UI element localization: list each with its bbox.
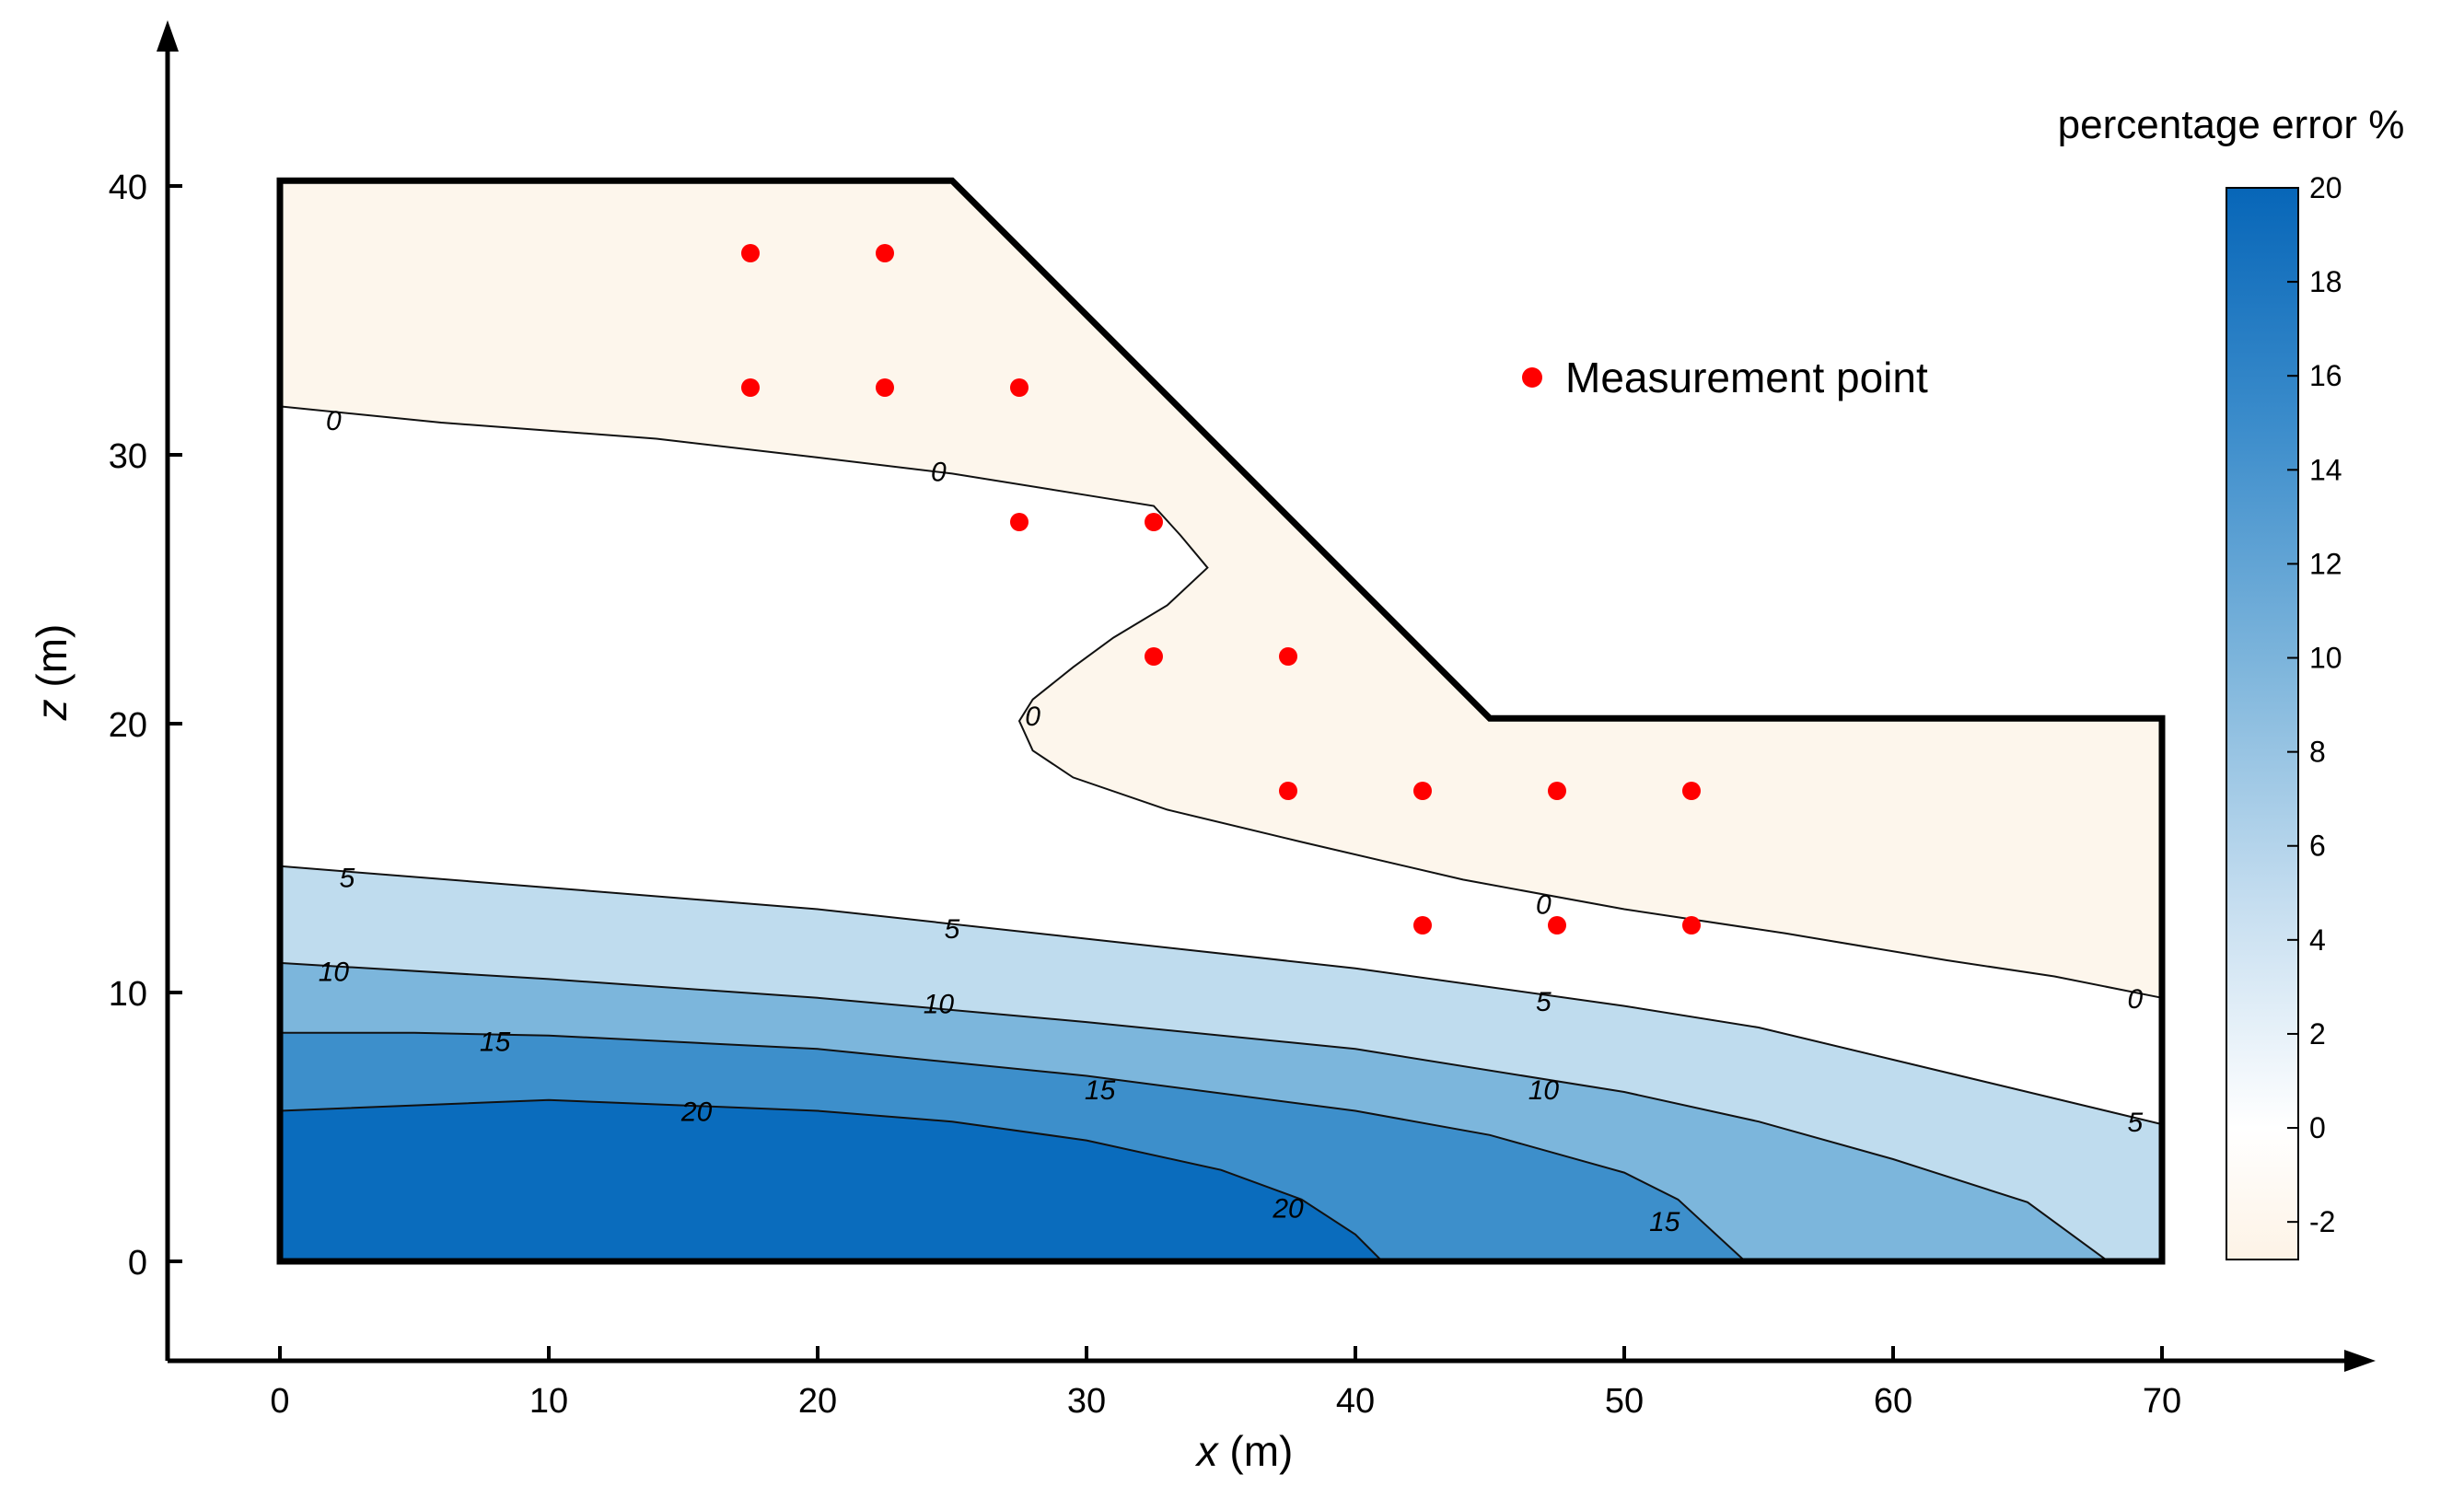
measurement-point-15 bbox=[1682, 916, 1701, 935]
measurement-point-13 bbox=[1413, 916, 1432, 935]
contour-label-0-0: 0 bbox=[326, 406, 342, 436]
x-tick-label-60: 60 bbox=[1874, 1382, 1912, 1421]
measurement-point-7 bbox=[1145, 647, 1163, 666]
measurement-point-4 bbox=[1010, 378, 1029, 397]
measurement-point-3 bbox=[876, 378, 894, 397]
measurement-point-12 bbox=[1682, 782, 1701, 800]
colorbar: -2 0 2 4 6 8 10 12 14 16 18 20 percentage error % bbox=[2058, 102, 2405, 1260]
y-tick-label-0: 0 bbox=[128, 1244, 147, 1283]
y-axis-arrow bbox=[157, 20, 179, 52]
y-tick-label-10: 10 bbox=[109, 975, 147, 1014]
measurement-point-5 bbox=[1010, 513, 1029, 531]
colorbar-tick-label-6: 6 bbox=[2309, 830, 2326, 863]
x-tick-label-10: 10 bbox=[529, 1382, 568, 1421]
colorbar-tick-label-20: 20 bbox=[2309, 171, 2342, 204]
measurement-points bbox=[741, 244, 1701, 935]
contour-line-10 bbox=[279, 961, 2110, 1262]
contour-labels: 0 0 0 0 0 5 5 5 5 10 10 10 15 15 15 20 20 bbox=[319, 406, 2144, 1237]
contour-label-0-1: 0 bbox=[931, 458, 947, 488]
y-tick-label-30: 30 bbox=[109, 437, 147, 476]
contour-label-5-2: 5 bbox=[1536, 987, 1552, 1017]
colorbar-title: percentage error % bbox=[2058, 102, 2405, 147]
contour-label-10-0: 10 bbox=[319, 958, 350, 988]
colorbar-gradient bbox=[2226, 187, 2299, 1260]
measurement-point-0 bbox=[741, 244, 760, 262]
fill-above-20 bbox=[280, 1099, 1383, 1261]
x-tick-label-0: 0 bbox=[270, 1382, 289, 1421]
x-axis-arrow bbox=[2344, 1350, 2376, 1372]
contour-label-15-0: 15 bbox=[480, 1027, 511, 1058]
y-tick-label-40: 40 bbox=[109, 168, 147, 207]
contour-line-20 bbox=[279, 1098, 1383, 1262]
colorbar-tick-label-16: 16 bbox=[2309, 359, 2342, 392]
colorbar-tick-label-4: 4 bbox=[2309, 923, 2326, 957]
contour-line-15 bbox=[280, 1031, 1747, 1262]
contour-label-0-2: 0 bbox=[1025, 702, 1040, 732]
colorbar-tick-label-18: 18 bbox=[2309, 265, 2342, 298]
contour-label-10-2: 10 bbox=[1528, 1075, 1560, 1106]
contour-line-0 bbox=[279, 405, 2163, 999]
x-tick-label-50: 50 bbox=[1605, 1382, 1644, 1421]
contour-line-5 bbox=[279, 865, 2163, 1126]
measurement-point-11 bbox=[1548, 782, 1566, 800]
contour-label-10-1: 10 bbox=[924, 990, 955, 1020]
colorbar-tick-label-8: 8 bbox=[2309, 736, 2326, 769]
contour-label-0-3: 0 bbox=[1536, 890, 1552, 921]
contour-label-5-1: 5 bbox=[945, 914, 960, 945]
contour-lines bbox=[279, 405, 2163, 1262]
contour-label-15-2: 15 bbox=[1649, 1207, 1680, 1237]
x-axis-label: x (m) bbox=[1195, 1427, 1294, 1475]
colorbar-tick-label-0: 0 bbox=[2309, 1111, 2326, 1144]
legend-marker bbox=[1522, 367, 1542, 388]
slope-boundary bbox=[276, 177, 2166, 1265]
colorbar-tick-label-10: 10 bbox=[2309, 642, 2342, 675]
legend: Measurement point bbox=[1522, 354, 1928, 401]
measurement-point-14 bbox=[1548, 916, 1566, 935]
x-tick-label-70: 70 bbox=[2143, 1382, 2181, 1421]
contour-label-15-1: 15 bbox=[1085, 1075, 1116, 1106]
colorbar-tick-label-12: 12 bbox=[2309, 547, 2342, 580]
contour-label-20-0: 20 bbox=[680, 1097, 713, 1127]
measurement-point-10 bbox=[1413, 782, 1432, 800]
colorbar-tick-label-2: 2 bbox=[2309, 1017, 2326, 1051]
x-tick-label-20: 20 bbox=[798, 1382, 837, 1421]
y-tick-label-20: 20 bbox=[109, 706, 147, 745]
colorbar-tick-label-14: 14 bbox=[2309, 453, 2342, 486]
measurement-point-1 bbox=[876, 244, 894, 262]
contour-label-5-0: 5 bbox=[340, 863, 355, 893]
contour-label-5-3: 5 bbox=[2127, 1108, 2143, 1138]
x-tick-label-30: 30 bbox=[1067, 1382, 1106, 1421]
contour-label-20-1: 20 bbox=[1272, 1194, 1304, 1225]
colorbar-tick-label--2: -2 bbox=[2309, 1205, 2335, 1238]
measurement-point-6 bbox=[1145, 513, 1163, 531]
legend-label: Measurement point bbox=[1565, 354, 1928, 401]
y-axis-label: z (m) bbox=[28, 624, 76, 722]
measurement-point-9 bbox=[1279, 782, 1297, 800]
contour-label-0-4: 0 bbox=[2127, 984, 2143, 1015]
x-tick-label-40: 40 bbox=[1336, 1382, 1375, 1421]
slope-outline bbox=[276, 177, 2166, 1265]
measurement-point-8 bbox=[1279, 647, 1297, 666]
measurement-point-2 bbox=[741, 378, 760, 397]
